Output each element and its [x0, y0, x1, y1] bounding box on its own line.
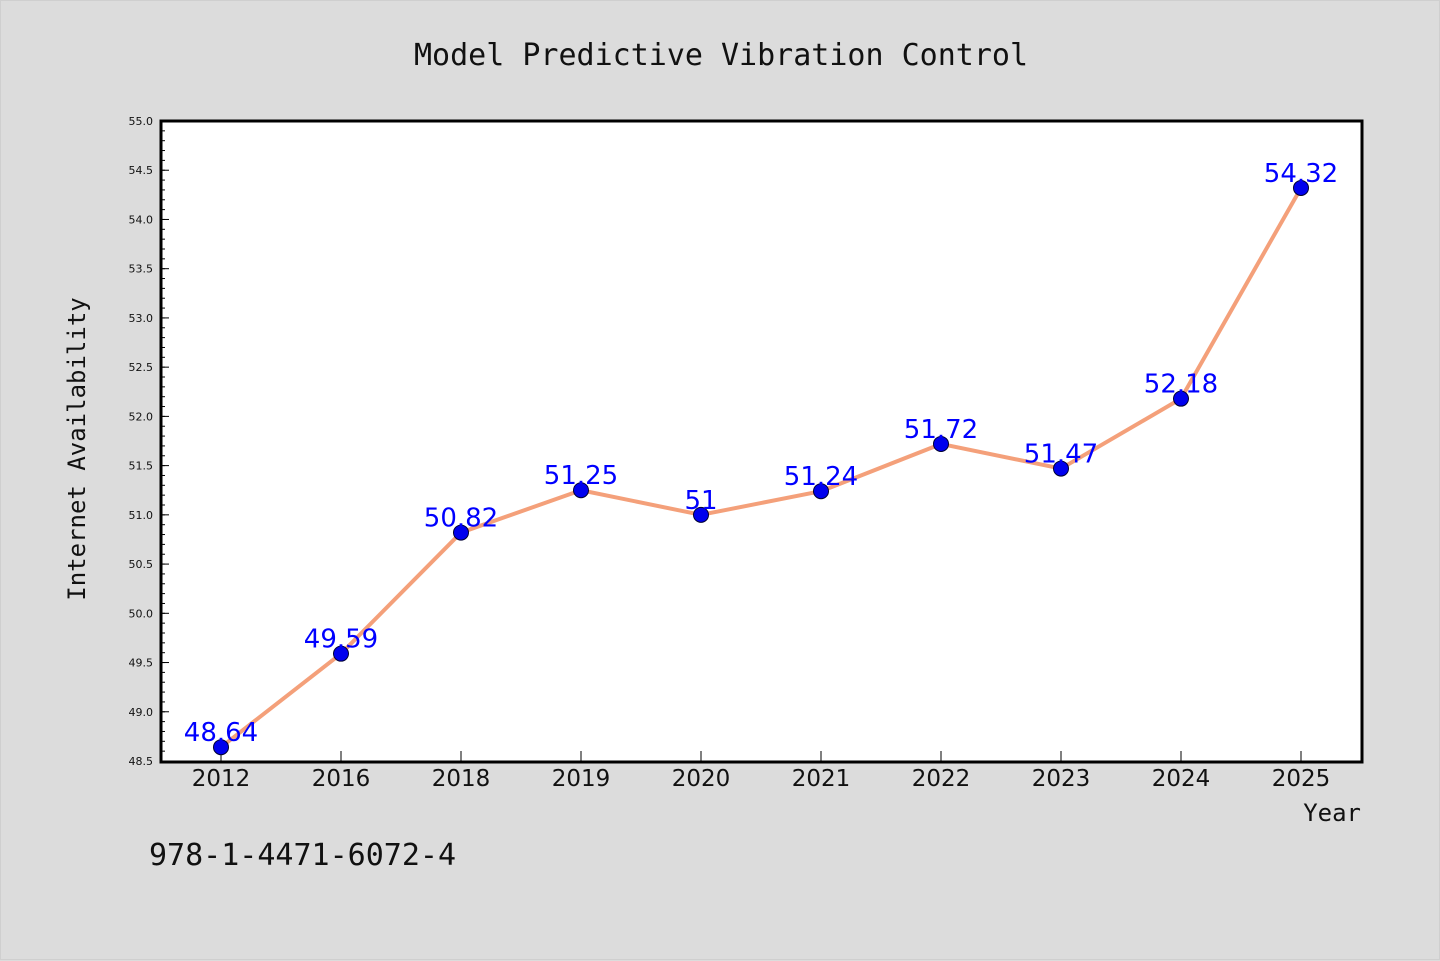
x-tick-label: 2012 [192, 766, 251, 792]
data-point [813, 483, 829, 500]
data-label: 51 [684, 486, 717, 516]
y-tick-label: 50.0 [129, 607, 154, 620]
y-tick-label: 54.5 [129, 164, 154, 177]
y-tick-label: 53.0 [129, 312, 154, 325]
y-tick-label: 55.0 [129, 115, 154, 128]
x-tick-label: 2024 [1152, 766, 1211, 792]
data-point [693, 506, 709, 523]
data-point [573, 482, 589, 499]
data-label: 51.24 [784, 462, 858, 492]
x-tick-label: 2023 [1032, 766, 1091, 792]
data-point [1173, 390, 1189, 407]
x-axis: 2012 2016 2018 2019 2020 2021 2022 2023 2024 2025 [192, 751, 1331, 792]
x-tick-label: 2016 [312, 766, 371, 792]
x-tick-label: 2021 [792, 766, 851, 792]
y-tick-label: 52.0 [129, 410, 154, 423]
y-axis: 48.5 49.0 49.5 50.0 50.5 51.0 51.5 52.0 52.5 53.0… [129, 115, 169, 768]
data-point [333, 645, 349, 662]
markers-group [213, 179, 1309, 756]
data-label: 48.64 [184, 718, 258, 748]
x-tick-label: 2025 [1272, 766, 1331, 792]
x-tick-label: 2022 [912, 766, 971, 792]
plot-area [159, 119, 1364, 764]
series-line [219, 185, 1303, 750]
chart-title: Model Predictive Vibration Control [414, 38, 1028, 73]
data-labels-group: 48.64 49.59 50.82 51.25 51 51.24 51.72 51.47 52.… [184, 159, 1338, 748]
data-label: 54.32 [1264, 159, 1338, 189]
series-line-group [219, 185, 1303, 750]
y-tick-label: 49.0 [129, 706, 154, 719]
y-tick-label: 48.5 [129, 755, 154, 768]
y-tick-label: 53.5 [129, 263, 154, 276]
x-tick-label: 2018 [432, 766, 491, 792]
footer-isbn: 978-1-4471-6072-4 [149, 838, 456, 873]
y-tick-label: 51.5 [129, 460, 154, 473]
data-point [933, 435, 949, 452]
y-tick-label: 49.5 [129, 657, 154, 670]
data-label: 51.72 [904, 415, 978, 445]
data-label: 51.25 [544, 461, 618, 491]
y-tick-label: 50.5 [129, 558, 154, 571]
data-label: 52.18 [1144, 370, 1218, 400]
x-tick-label: 2019 [552, 766, 611, 792]
y-tick-label: 51.0 [129, 509, 154, 522]
data-point [213, 739, 229, 756]
x-tick-label: 2020 [672, 766, 731, 792]
y-tick-label: 52.5 [129, 361, 154, 374]
data-point [453, 524, 469, 541]
data-label: 50.82 [424, 504, 498, 534]
y-tick-label: 54.0 [129, 213, 154, 226]
data-label: 49.59 [304, 625, 378, 655]
data-label: 51.47 [1024, 440, 1098, 470]
y-axis-label: Internet Availability [63, 297, 91, 600]
x-axis-label: Year [1303, 799, 1361, 827]
data-point [1293, 179, 1309, 196]
data-point [1053, 460, 1069, 477]
